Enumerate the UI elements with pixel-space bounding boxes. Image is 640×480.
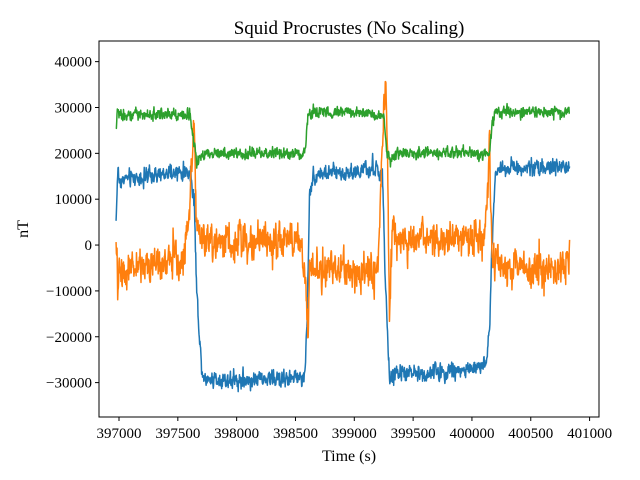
x-tick-label: 399000 <box>332 426 377 442</box>
y-axis-label: nT <box>15 220 32 238</box>
x-tick-label: 401000 <box>567 426 612 442</box>
x-tick-label: 398500 <box>273 426 318 442</box>
y-tick-label: −20000 <box>46 330 92 346</box>
y-tick-label: −30000 <box>46 376 92 392</box>
plot-background <box>99 41 599 417</box>
y-tick-label: 0 <box>85 238 93 254</box>
plot-frame <box>98 40 600 418</box>
y-tick-label: 10000 <box>55 192 93 208</box>
x-tick-label: 400000 <box>449 426 494 442</box>
y-tick-label: −10000 <box>46 284 92 300</box>
x-tick-label: 400500 <box>508 426 553 442</box>
y-axis-ticks: −30000 −20000 −10000 0 10000 20000 30000 40000 <box>46 55 99 392</box>
y-tick-label: 20000 <box>55 146 93 162</box>
series-layer <box>115 80 571 393</box>
x-tick-label: 399500 <box>391 426 436 442</box>
x-axis-ticks: 397000 397500 398000 398500 399000 399500 4000… <box>97 417 612 442</box>
x-tick-label: 397500 <box>155 426 200 442</box>
x-tick-label: 397000 <box>97 426 142 442</box>
series-line-2 <box>115 80 571 339</box>
plot-area: 397000 397500 398000 398500 399000 399500 4000… <box>46 40 612 442</box>
series-line-1 <box>115 152 571 393</box>
x-tick-label: 398000 <box>214 426 259 442</box>
x-axis-label: Time (s) <box>322 448 376 465</box>
chart-title: Squid Procrustes (No Scaling) <box>234 18 465 39</box>
y-tick-label: 40000 <box>55 55 93 71</box>
series-line-3 <box>115 102 571 169</box>
y-tick-label: 30000 <box>55 100 93 116</box>
